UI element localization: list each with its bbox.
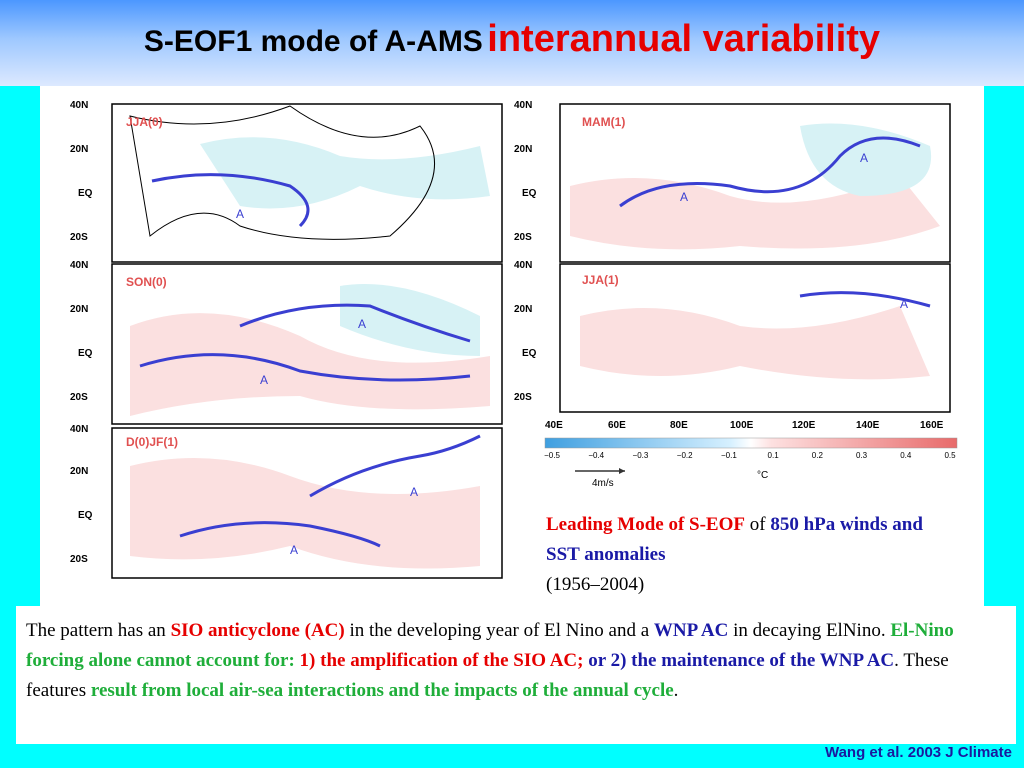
lat-label: 20S: [514, 232, 532, 243]
lat-label: EQ: [78, 348, 93, 359]
anticyclone-marker: A: [236, 207, 244, 221]
anticyclone-marker: A: [410, 485, 418, 499]
colorbar-tick-label: 0.4: [900, 451, 912, 460]
panel-label-d0jf1: D(0)JF(1): [126, 435, 178, 449]
lat-label: 40N: [514, 100, 532, 111]
lat-label: 20N: [70, 466, 88, 477]
lat-label: 20N: [514, 144, 532, 155]
lat-label: EQ: [522, 188, 537, 199]
colorbar-tick-label: 0.3: [856, 451, 868, 460]
colorbar-tick-label: 0.1: [768, 451, 780, 460]
caption-part2: of: [744, 514, 771, 535]
lat-label: 20S: [514, 392, 532, 403]
colorbar-tick-label: −0.4: [588, 451, 604, 460]
desc-s7: 1) the amplification of the SIO AC;: [299, 650, 584, 671]
lat-label: EQ: [522, 348, 537, 359]
vector-scale-label: 4m/s: [592, 478, 614, 489]
lat-label: 20N: [70, 144, 88, 155]
map-panel-son0: SON(0) A A: [111, 263, 503, 425]
colorbar-tick-label: −0.1: [721, 451, 737, 460]
desc-s11: .: [673, 680, 679, 701]
left-lat-labels: 40N 20N EQ 20S 40N 20N EQ 20S 40N 20N EQ…: [70, 100, 93, 565]
anticyclone-marker: A: [260, 373, 268, 387]
figure-panel: A JJA(0) SON(0) A A D(0)JF(1) A A 40N 20…: [40, 86, 984, 606]
anticyclone-marker: A: [290, 543, 298, 557]
caption-part4: (1956–2004): [546, 574, 645, 595]
lon-label: 40E: [545, 420, 563, 431]
description-panel: [16, 606, 1016, 744]
panel-label-mam1: MAM(1): [582, 115, 625, 129]
colorbar-tick-label: −0.3: [633, 451, 649, 460]
anticyclone-marker: A: [860, 151, 868, 165]
lon-labels: 40E 60E 80E 100E 120E 140E 160E: [545, 420, 944, 431]
map-panel-mam1: MAM(1) A A: [559, 103, 951, 263]
lon-label: 60E: [608, 420, 626, 431]
title-bar: [0, 0, 1024, 86]
lat-label: 20S: [70, 392, 88, 403]
figure-caption: Leading Mode of S-EOF of 850 hPa winds a…: [546, 510, 926, 600]
anticyclone-marker: A: [680, 190, 688, 204]
right-lat-labels: 40N 20N EQ 20S 40N 20N EQ 20S: [514, 100, 537, 403]
colorbar-tick-label: −0.5: [544, 451, 560, 460]
title-emphasis: interannual variability: [487, 18, 881, 60]
lon-label: 160E: [920, 420, 944, 431]
colorbar: −0.5 −0.4 −0.3 −0.2 −0.1 0.1 0.2 0.3 0.4 0.5 °C 4…: [544, 437, 958, 489]
eof-map-figure: A JJA(0) SON(0) A A D(0)JF(1) A A 40N 20…: [70, 100, 958, 579]
colorbar-tick-label: 0.5: [944, 451, 956, 460]
lat-label: 40N: [70, 424, 88, 435]
panel-label-jja1: JJA(1): [582, 273, 619, 287]
lat-label: 20S: [70, 554, 88, 565]
desc-s10: result from local air-sea interactions a…: [90, 680, 674, 701]
desc-s6: El-Nino forcing alone cannot account for…: [26, 620, 954, 671]
caption-part1: Leading Mode of S-EOF: [546, 514, 745, 535]
lat-label: 40N: [70, 260, 88, 271]
desc-s2: SIO anticyclone (AC): [170, 620, 345, 641]
lon-label: 100E: [730, 420, 754, 431]
lon-label: 140E: [856, 420, 880, 431]
colorbar-ticks: −0.5 −0.4 −0.3 −0.2 −0.1 0.1 0.2 0.3 0.4 0.5: [544, 451, 956, 460]
desc-s9: . These features: [26, 650, 949, 701]
panel-label-son0: SON(0): [126, 275, 167, 289]
slide-title: S-EOF1 mode of A-AMS interannual variabi…: [0, 18, 1024, 61]
lat-label: 40N: [70, 100, 88, 111]
lat-label: EQ: [78, 188, 93, 199]
lon-label: 80E: [670, 420, 688, 431]
map-panel-jja1: JJA(1) A: [559, 263, 951, 413]
desc-s3: in the developing year of El Nino and a: [344, 620, 654, 641]
title-prefix: S-EOF1 mode of A-AMS: [143, 25, 483, 58]
lat-label: 20S: [70, 232, 88, 243]
lat-label: 20N: [70, 304, 88, 315]
description: The pattern has an SIO anticyclone (AC) …: [26, 616, 986, 706]
lat-label: EQ: [78, 510, 93, 521]
colorbar-tick-label: −0.2: [677, 451, 693, 460]
panel-label-jja0: JJA(0): [126, 115, 163, 129]
desc-s1: The pattern has an: [26, 620, 171, 641]
lon-label: 120E: [792, 420, 816, 431]
map-panel-d0jf1: D(0)JF(1) A A: [111, 427, 503, 579]
lat-label: 20N: [514, 304, 532, 315]
citation: Wang et al. 2003 J Climate: [824, 744, 1012, 761]
colorbar-tick-label: 0.2: [812, 451, 824, 460]
lat-label: 40N: [514, 260, 532, 271]
caption-part3: 850 hPa winds and SST anomalies: [546, 514, 923, 565]
anticyclone-marker: A: [358, 317, 366, 331]
desc-s8: or 2) the maintenance of the WNP AC: [583, 650, 895, 671]
map-panel-jja0: A JJA(0): [111, 103, 503, 263]
desc-s5: in decaying ElNino.: [728, 620, 891, 641]
colorbar-unit: °C: [757, 470, 768, 481]
anticyclone-marker: A: [900, 297, 908, 311]
desc-s4: WNP AC: [653, 620, 729, 641]
